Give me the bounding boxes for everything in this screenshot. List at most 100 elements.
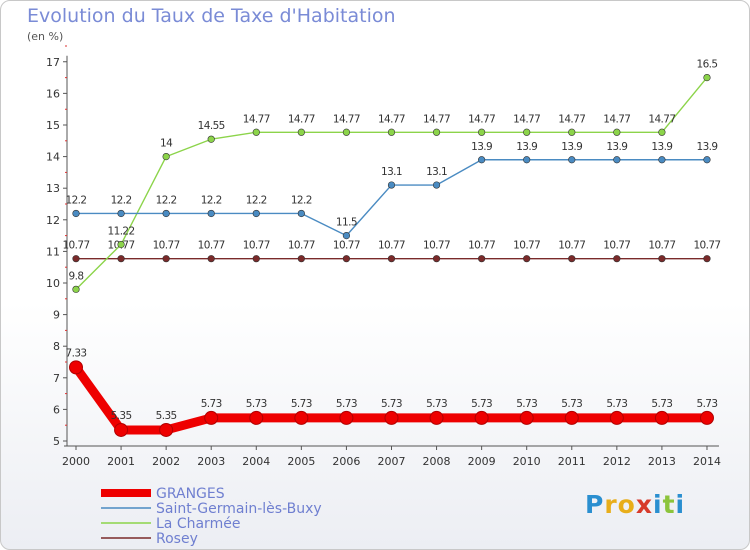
- unit-label: (en %): [27, 30, 64, 43]
- data-point: [568, 255, 576, 263]
- logo-letter: t: [662, 490, 676, 519]
- y-tick-label: 17: [46, 56, 60, 69]
- data-label: 14.77: [378, 113, 405, 125]
- data-label: 13.9: [651, 141, 672, 153]
- data-label: 5.73: [471, 398, 492, 410]
- y-tick-label: 6: [53, 403, 60, 416]
- data-label: 5.73: [291, 398, 312, 410]
- data-point: [297, 128, 305, 136]
- data-label: 16.5: [696, 59, 717, 71]
- y-tick-label: 15: [46, 119, 60, 132]
- data-label: 14.77: [288, 113, 315, 125]
- data-label: 10.77: [648, 240, 675, 252]
- data-label: 5.73: [606, 398, 627, 410]
- data-point: [478, 128, 486, 136]
- data-point: [613, 255, 621, 263]
- y-tick-label: 10: [46, 277, 60, 290]
- data-label: 10.77: [62, 240, 89, 252]
- logo-letter: x: [635, 490, 653, 519]
- legend-label: Saint-Germain-lès-Buxy: [156, 501, 322, 517]
- x-tick-label: 2010: [513, 455, 541, 468]
- data-point: [342, 255, 351, 263]
- data-point: [72, 209, 80, 218]
- data-point: [613, 128, 621, 136]
- data-point: [207, 135, 215, 143]
- data-point: [523, 255, 531, 263]
- data-point: [117, 240, 125, 249]
- data-label: 13.9: [471, 141, 492, 153]
- y-tick-label: 13: [46, 182, 60, 195]
- data-label: 10.77: [288, 240, 315, 252]
- data-label: 14.77: [423, 113, 450, 125]
- data-label: 13.1: [426, 166, 447, 178]
- data-label: 11.22: [108, 225, 135, 237]
- data-point: [114, 422, 129, 437]
- proxiti-logo: Proxiti: [585, 490, 685, 519]
- data-label: 14.77: [468, 113, 495, 125]
- data-label: 9.8: [69, 270, 84, 282]
- data-label: 5.35: [111, 410, 132, 422]
- logo-letter: i: [653, 490, 663, 519]
- x-tick-label: 2001: [107, 455, 135, 468]
- data-label: 5.73: [651, 398, 672, 410]
- data-label: 12.2: [66, 194, 87, 206]
- y-tick-label: 12: [46, 214, 60, 227]
- data-label: 12.2: [291, 194, 312, 206]
- data-label: 5.73: [561, 398, 582, 410]
- legend-label: GRANGES: [156, 486, 225, 502]
- data-label: 14.77: [513, 113, 540, 125]
- data-label: 10.77: [513, 240, 540, 252]
- data-point: [342, 128, 351, 136]
- data-point: [117, 209, 125, 218]
- data-point: [564, 410, 579, 425]
- data-point: [294, 410, 309, 425]
- data-point: [387, 255, 396, 263]
- y-tick-label: 5: [53, 435, 60, 448]
- x-tick-label: 2000: [62, 455, 90, 468]
- data-label: 12.2: [156, 194, 177, 206]
- data-label: 13.9: [516, 141, 537, 153]
- data-point: [609, 410, 624, 425]
- data-point: [523, 156, 531, 164]
- x-tick-label: 2012: [603, 455, 631, 468]
- x-tick-label: 2005: [287, 455, 315, 468]
- data-point: [432, 181, 441, 189]
- data-point: [658, 128, 666, 136]
- data-point: [699, 410, 714, 425]
- y-tick-label: 11: [46, 245, 60, 258]
- data-label: 7.33: [66, 347, 87, 359]
- data-label: 12.2: [201, 194, 222, 206]
- logo-letter: o: [617, 490, 636, 519]
- data-point: [658, 156, 666, 164]
- data-point: [72, 255, 80, 263]
- data-point: [207, 255, 215, 263]
- data-label: 5.35: [156, 410, 177, 422]
- chart-title: Evolution du Taux de Taxe d'Habitation: [27, 5, 396, 27]
- y-tick-label: 14: [46, 151, 60, 164]
- y-tick-label: 9: [53, 309, 60, 322]
- data-label: 14.77: [243, 113, 270, 125]
- data-label: 10.77: [693, 240, 720, 252]
- y-tick-label: 8: [53, 340, 60, 353]
- data-label: 14.77: [603, 113, 630, 125]
- data-label: 12.2: [111, 194, 132, 206]
- data-point: [568, 128, 576, 136]
- data-label: 10.77: [153, 240, 180, 252]
- data-label: 10.77: [558, 240, 585, 252]
- data-label: 5.73: [381, 398, 402, 410]
- x-tick-label: 2002: [152, 455, 180, 468]
- x-tick-label: 2013: [648, 455, 676, 468]
- data-label: 14: [160, 138, 173, 150]
- data-point: [654, 410, 669, 425]
- logo-letter: i: [675, 490, 686, 519]
- data-point: [252, 128, 260, 136]
- data-label: 13.9: [561, 141, 582, 153]
- data-point: [384, 410, 399, 425]
- data-label: 5.73: [336, 398, 357, 410]
- data-point: [432, 255, 441, 263]
- data-point: [703, 156, 711, 164]
- data-point: [162, 255, 170, 263]
- data-point: [252, 209, 260, 218]
- x-tick-label: 2007: [377, 455, 405, 468]
